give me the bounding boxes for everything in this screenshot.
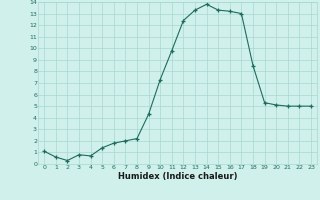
X-axis label: Humidex (Indice chaleur): Humidex (Indice chaleur) [118,172,237,181]
